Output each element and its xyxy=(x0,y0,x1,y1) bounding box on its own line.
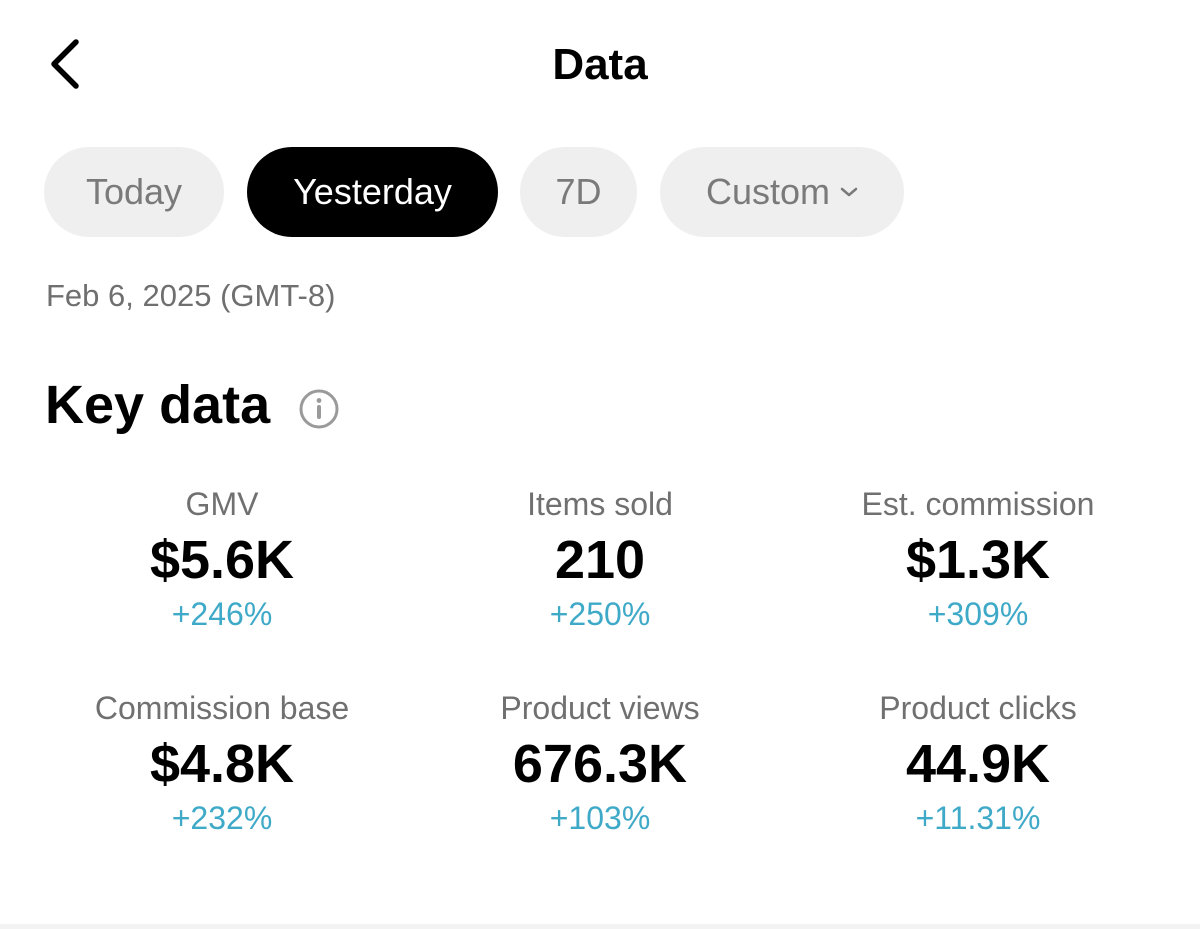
metric-value: $4.8K xyxy=(149,734,295,794)
metric-change: +11.31% xyxy=(915,800,1041,836)
info-icon[interactable] xyxy=(298,388,340,430)
filter-7d[interactable]: 7D xyxy=(520,147,637,237)
back-button[interactable] xyxy=(38,32,90,96)
divider xyxy=(0,924,1200,929)
metric-change: +250% xyxy=(549,596,651,632)
page-title: Data xyxy=(552,40,648,89)
filter-yesterday[interactable]: Yesterday xyxy=(247,147,498,237)
filter-today-label: Today xyxy=(85,171,183,212)
date-range-label: Feb 6, 2025 (GMT-8) xyxy=(46,278,336,313)
filter-7d-label: 7D xyxy=(555,171,602,212)
metric-value: 44.9K xyxy=(905,734,1051,794)
metric-label: Items sold xyxy=(527,486,673,522)
metric-value: $5.6K xyxy=(149,530,295,590)
metric-est-commission[interactable]: Est. commission $1.3K +309% xyxy=(788,484,1168,634)
key-data-title: Key data xyxy=(45,375,271,435)
filter-today[interactable]: Today xyxy=(44,147,224,237)
metric-items-sold[interactable]: Items sold 210 +250% xyxy=(410,484,790,634)
metric-label: Product clicks xyxy=(879,690,1077,726)
metric-value: 210 xyxy=(554,530,646,590)
metric-product-clicks[interactable]: Product clicks 44.9K +11.31% xyxy=(788,688,1168,838)
metric-label: Commission base xyxy=(94,690,350,726)
metric-commission-base[interactable]: Commission base $4.8K +232% xyxy=(32,688,412,838)
metric-change: +246% xyxy=(171,596,273,632)
metric-label: GMV xyxy=(185,486,259,522)
metric-value: $1.3K xyxy=(905,530,1051,590)
filter-custom[interactable]: Custom xyxy=(660,147,904,237)
chevron-left-icon xyxy=(51,39,79,89)
metric-change: +103% xyxy=(549,800,651,836)
chevron-down-icon xyxy=(840,186,858,198)
metric-label: Product views xyxy=(500,690,700,726)
filter-yesterday-label: Yesterday xyxy=(293,171,452,212)
metric-value: 676.3K xyxy=(512,734,688,794)
metric-gmv[interactable]: GMV $5.6K +246% xyxy=(32,484,412,634)
metric-product-views[interactable]: Product views 676.3K +103% xyxy=(410,688,790,838)
metric-change: +309% xyxy=(927,596,1029,632)
metric-change: +232% xyxy=(171,800,273,836)
filter-custom-label: Custom xyxy=(705,171,831,212)
metric-label: Est. commission xyxy=(861,486,1095,522)
